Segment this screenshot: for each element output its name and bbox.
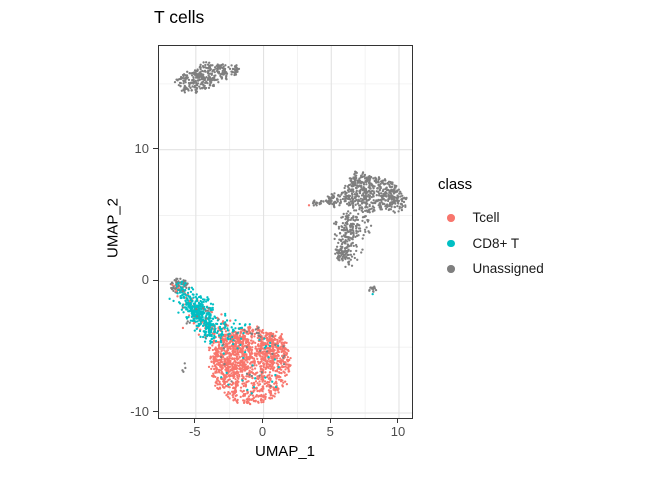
- legend-color-dot: [447, 214, 455, 222]
- plot-title: T cells: [154, 7, 205, 27]
- legend-item-cd8-t: CD8+ T: [438, 231, 544, 257]
- x-tick-mark: [262, 419, 264, 423]
- y-tick-label: 10: [134, 140, 149, 156]
- x-axis-title: UMAP_1: [254, 443, 316, 460]
- legend-item-tcell: Tcell: [438, 205, 544, 231]
- legend-items: Tcell CD8+ T Unassigned: [438, 205, 544, 282]
- x-tick-mark: [194, 419, 196, 423]
- x-tick-label: 5: [326, 424, 334, 439]
- legend-color-dot: [447, 239, 455, 247]
- legend-item-unassigned: Unassigned: [438, 256, 544, 282]
- legend-item-label: CD8+ T: [472, 235, 520, 251]
- scatter-canvas: [159, 46, 412, 418]
- legend-title: class: [438, 176, 473, 193]
- x-tick-label: 10: [390, 424, 406, 439]
- y-axis-title: UMAP_2: [104, 197, 122, 259]
- y-tick-label: -10: [130, 403, 149, 419]
- y-tick-mark: [153, 148, 158, 150]
- legend-item-label: Unassigned: [472, 261, 544, 277]
- y-tick-label: 0: [141, 272, 149, 288]
- x-tick-mark: [329, 419, 331, 423]
- x-tick-label: 0: [258, 424, 267, 439]
- legend: class Tcell CD8+ T Unassigned: [438, 176, 544, 282]
- legend-color-dot: [447, 265, 455, 273]
- y-tick-mark: [153, 411, 158, 413]
- y-tick-mark: [153, 279, 158, 281]
- x-tick-label: -5: [189, 424, 201, 439]
- plot-panel: [158, 45, 413, 419]
- x-tick-mark: [397, 419, 399, 423]
- legend-item-label: Tcell: [472, 210, 500, 226]
